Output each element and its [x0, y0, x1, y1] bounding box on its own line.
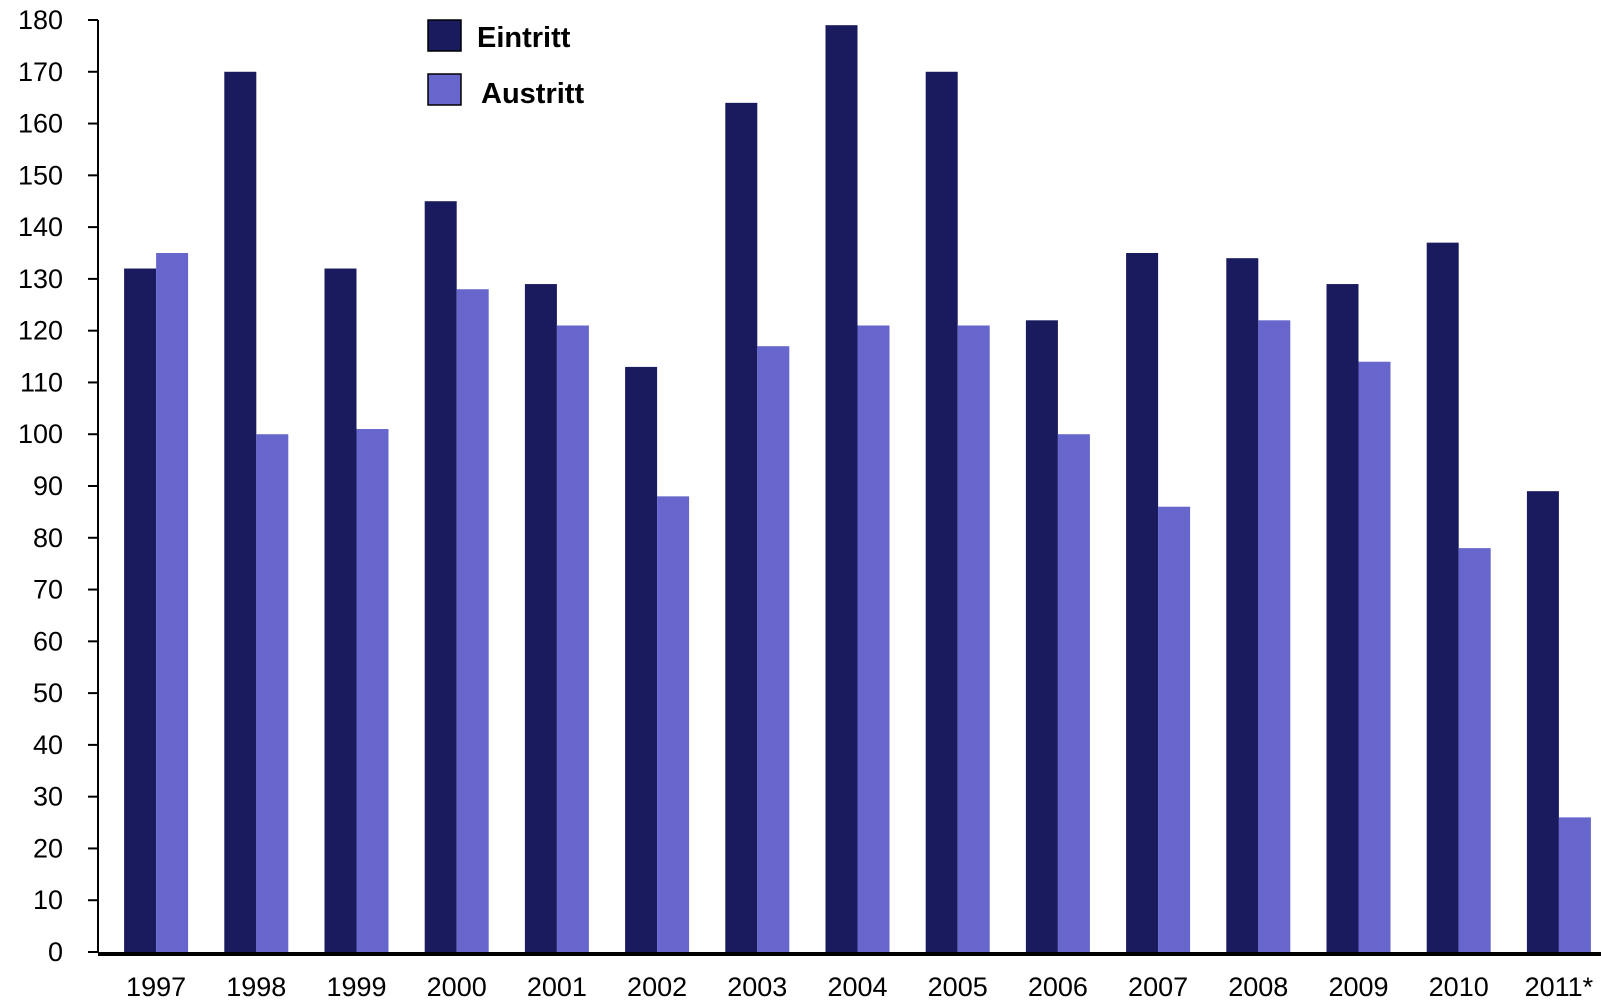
x-tick-label: 2003 [727, 972, 787, 1000]
x-tick-label: 2004 [827, 972, 887, 1000]
y-tick-label: 0 [48, 937, 63, 967]
x-axis: 1997 1998 1999 2000 2001 2002 2003 2004 2005 2006… [98, 952, 1601, 1000]
y-tick-label: 120 [18, 316, 63, 346]
x-tick-label: 2005 [928, 972, 988, 1000]
y-tick-label: 130 [18, 264, 63, 294]
x-tick-label: 2002 [627, 972, 687, 1000]
bar-austritt-1998 [256, 434, 289, 952]
bar-austritt-2010 [1458, 548, 1491, 952]
bar-austritt-1999 [356, 429, 389, 952]
x-tick-label: 2007 [1128, 972, 1188, 1000]
y-axis: 0 10 20 30 40 50 60 70 80 90 100 110 120 130 140 150 160… [18, 5, 99, 967]
bar-eintritt-1998 [224, 71, 257, 953]
bar-eintritt-2002 [625, 366, 658, 952]
legend-swatch-eintritt [427, 19, 462, 52]
x-tick-label: 1998 [226, 972, 286, 1000]
bar-austritt-2005 [957, 325, 990, 952]
bar-eintritt-2004 [825, 25, 858, 952]
bar-austritt-2003 [757, 346, 790, 952]
bar-eintritt-2011 [1526, 491, 1559, 952]
y-tick-label: 80 [33, 523, 63, 553]
bar-austritt-2004 [857, 325, 890, 952]
y-tick-label: 150 [18, 160, 63, 190]
x-tick-label: 1999 [326, 972, 386, 1000]
bar-austritt-2011 [1558, 817, 1591, 952]
bar-austritt-2007 [1158, 506, 1191, 952]
y-tick-label: 160 [18, 109, 63, 139]
y-tick-label: 50 [33, 678, 63, 708]
x-tick-label: 1997 [126, 972, 186, 1000]
bar-austritt-2006 [1057, 434, 1090, 952]
bar-eintritt-2010 [1426, 242, 1459, 953]
legend-label-eintritt: Eintritt [477, 22, 571, 54]
x-tick-label: 2010 [1429, 972, 1489, 1000]
y-tick-label: 100 [18, 419, 63, 449]
bar-eintritt-2000 [424, 201, 457, 952]
bar-eintritt-2007 [1126, 253, 1159, 952]
bar-eintritt-2009 [1326, 284, 1359, 953]
bar-austritt-2001 [556, 325, 589, 952]
y-tick-label: 140 [18, 212, 63, 242]
y-tick-label: 90 [33, 471, 63, 501]
x-tick-label: 2009 [1328, 972, 1388, 1000]
bars [124, 25, 1591, 953]
y-tick-label: 30 [33, 782, 63, 812]
x-tick-label: 2008 [1228, 972, 1288, 1000]
y-tick-label: 60 [33, 626, 63, 656]
x-tick-label: 2011* [1525, 972, 1594, 1000]
bar-eintritt-1997 [124, 268, 157, 952]
bar-eintritt-2005 [925, 71, 958, 953]
bar-austritt-2009 [1358, 361, 1391, 952]
y-tick-label: 40 [33, 730, 63, 760]
bar-eintritt-2008 [1226, 258, 1259, 953]
y-tick-label: 180 [18, 5, 63, 35]
y-tick-label: 10 [33, 885, 63, 915]
bar-eintritt-2001 [524, 284, 557, 953]
legend: Eintritt Austritt [427, 19, 584, 110]
y-tick-label: 170 [18, 57, 63, 87]
bar-austritt-2000 [456, 289, 489, 952]
legend-swatch-austritt [427, 73, 462, 106]
x-tick-label: 2006 [1028, 972, 1088, 1000]
x-tick-label: 2000 [427, 972, 487, 1000]
bar-eintritt-1999 [324, 268, 357, 952]
x-tick-label: 2001 [527, 972, 587, 1000]
y-tick-label: 70 [33, 575, 63, 605]
bar-eintritt-2006 [1025, 320, 1058, 952]
bar-austritt-2008 [1258, 320, 1291, 952]
y-tick-label: 110 [20, 367, 63, 397]
bar-austritt-1997 [156, 253, 189, 952]
bar-austritt-2002 [657, 496, 690, 952]
legend-label-austritt: Austritt [481, 78, 584, 110]
y-tick-label: 20 [33, 833, 63, 863]
bar-eintritt-2003 [725, 102, 758, 953]
